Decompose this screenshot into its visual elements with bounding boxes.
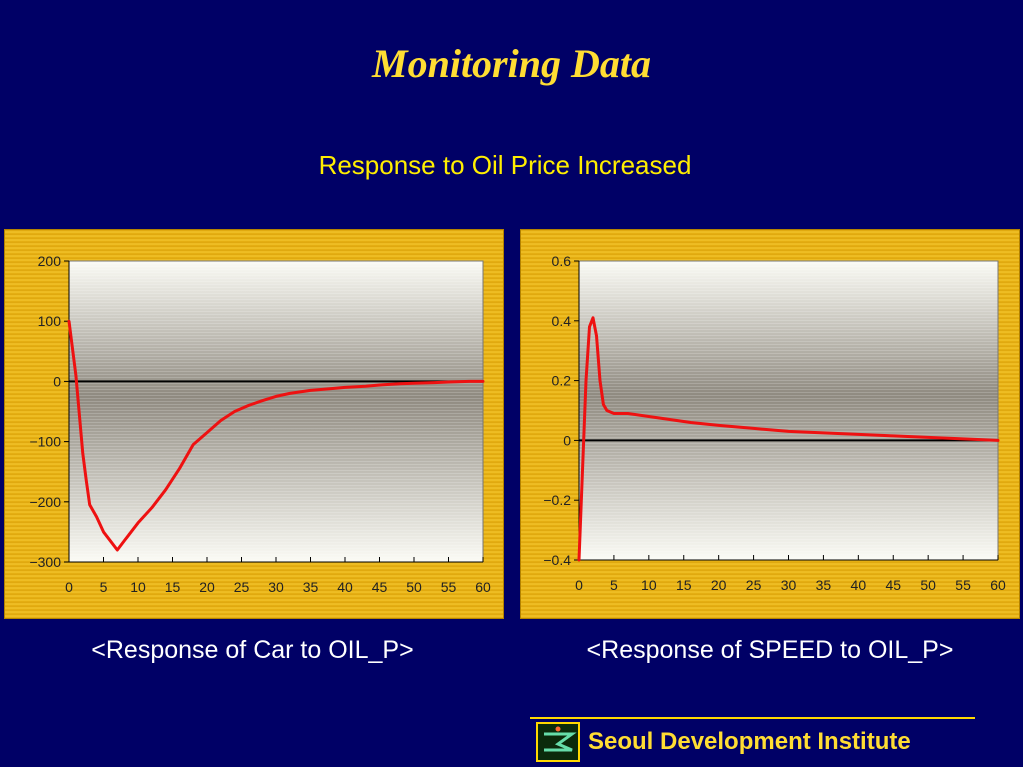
x-tick-label: 55 (441, 579, 457, 595)
page-title: Monitoring Data (372, 41, 651, 86)
x-tick-label: 10 (130, 579, 146, 595)
y-tick-label: −100 (29, 434, 61, 450)
y-tick-label: 0 (53, 373, 61, 389)
x-tick-label: 30 (781, 577, 797, 593)
y-tick-label: 0.2 (552, 373, 572, 389)
x-tick-label: 15 (676, 577, 692, 593)
y-tick-label: −200 (29, 494, 61, 510)
x-tick-label: 20 (711, 577, 727, 593)
x-tick-label: 20 (199, 579, 215, 595)
x-tick-label: 40 (851, 577, 867, 593)
y-tick-label: −0.2 (543, 492, 571, 508)
y-tick-label: 0 (563, 432, 571, 448)
chart-speed-response: 0.60.40.20−0.2−0.40 5 10 15 20 25 30 35 40 45 50 55… (543, 253, 1006, 593)
x-tick-label: 25 (234, 579, 250, 595)
x-tick-label: 0 (575, 577, 583, 593)
y-tick-label: 0.6 (552, 253, 572, 269)
x-tick-label: 60 (475, 579, 491, 595)
x-tick-label: 5 (100, 579, 108, 595)
x-tick-label: 30 (268, 579, 284, 595)
x-tick-label: 50 (406, 579, 422, 595)
x-tick-label: 35 (303, 579, 319, 595)
chart-panel-speed: 0.6 0.4 0.2 0 −0.2 −0.4 0 5 10 15 20 25 30 35 40 45 50 55… (520, 229, 1020, 619)
page-subtitle: Response to Oil Price Increased (318, 150, 692, 180)
x-tick-label: 5 (610, 577, 618, 593)
caption-car: <Response of Car to OIL_P> (91, 636, 414, 664)
caption-speed: <Response of SPEED to OIL_P> (586, 636, 954, 664)
y-tick-label: 200 (38, 253, 62, 269)
x-tick-label: 60 (990, 577, 1006, 593)
y-tick-label: 0.4 (552, 313, 572, 329)
x-tick-label: 15 (165, 579, 181, 595)
chart-panel-car: 200 100 0 −100 −200 −300 0 5 10 15 20 25 30 35 40 45 50 5… (4, 229, 504, 619)
x-tick-label: 10 (641, 577, 657, 593)
y-tick-label: 100 (38, 313, 62, 329)
y-tick-label: −300 (29, 554, 61, 570)
footer-divider (530, 717, 975, 719)
x-tick-label: 25 (746, 577, 762, 593)
footer-institute: Seoul Development Institute (588, 728, 911, 755)
x-tick-label: 55 (955, 577, 971, 593)
series-line (577, 316, 1000, 562)
x-tick-label: 35 (816, 577, 832, 593)
x-tick-label: 40 (337, 579, 353, 595)
x-tick-label: 45 (372, 579, 388, 595)
x-tick-label: 45 (885, 577, 901, 593)
series-line (67, 319, 485, 552)
x-tick-label: 0 (65, 579, 73, 595)
sdi-logo-icon (536, 722, 580, 762)
y-tick-label: −0.4 (543, 552, 571, 568)
x-tick-label: 50 (920, 577, 936, 593)
